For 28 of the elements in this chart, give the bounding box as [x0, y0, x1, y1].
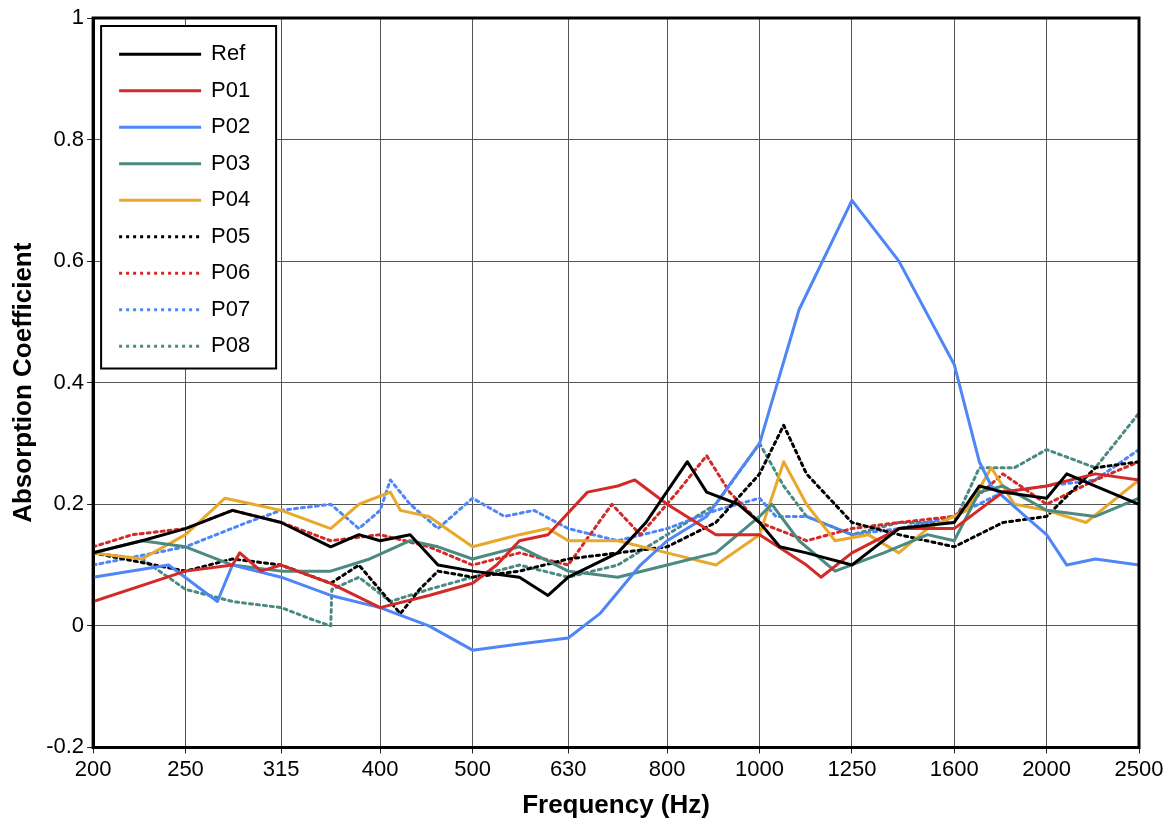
y-tick-label: 0.8 — [53, 125, 85, 151]
x-tick-label: 250 — [167, 755, 204, 781]
x-tick-label: 315 — [262, 755, 300, 781]
legend-label: P01 — [211, 76, 251, 102]
legend-label: P07 — [211, 295, 251, 321]
x-tick-label: 1600 — [929, 755, 979, 781]
y-tick-label: 1 — [71, 4, 85, 30]
legend-label: P05 — [211, 222, 251, 248]
y-tick-label: 0.4 — [53, 368, 85, 394]
x-tick-label: 500 — [454, 755, 491, 781]
y-tick-label: 0.6 — [53, 247, 85, 273]
y-tick-label: 0 — [71, 611, 85, 637]
x-axis-title: Frequency (Hz) — [522, 788, 710, 819]
x-tick-label: 1000 — [735, 755, 785, 781]
legend-label: P04 — [211, 186, 251, 212]
legend-label: P02 — [211, 113, 251, 139]
legend-label: P06 — [211, 259, 251, 285]
legend-label: Ref — [211, 40, 247, 66]
x-tick-label: 1250 — [827, 755, 877, 781]
x-tick-label: 400 — [361, 755, 399, 781]
y-axis-title: Absorption Coefficient — [6, 242, 37, 523]
y-tick-label: 0.2 — [53, 490, 85, 516]
x-tick-label: 630 — [549, 755, 587, 781]
legend-label: P03 — [211, 149, 251, 175]
x-tick-label: 2000 — [1022, 755, 1072, 781]
legend-label: P08 — [211, 332, 251, 358]
x-tick-label: 2500 — [1114, 755, 1164, 781]
x-tick-label: 800 — [648, 755, 686, 781]
